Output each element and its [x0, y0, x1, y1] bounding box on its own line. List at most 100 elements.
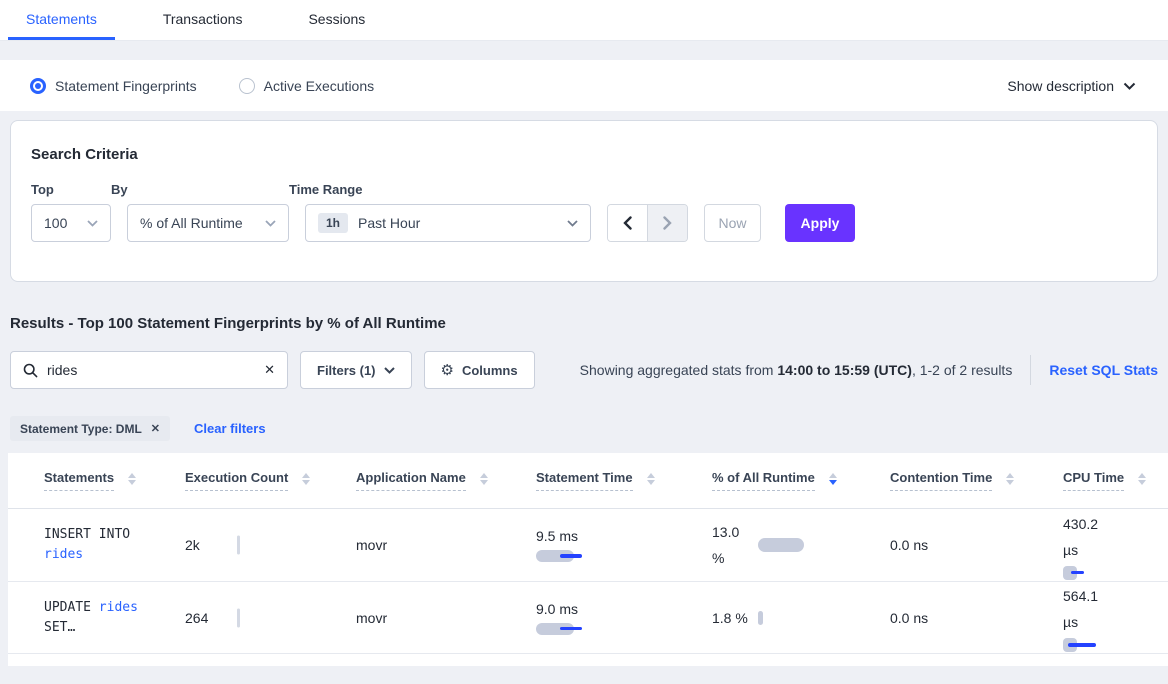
radio-label: Active Executions — [263, 77, 375, 94]
clear-filters-link[interactable]: Clear filters — [194, 421, 266, 436]
column-header-pct-all-runtime[interactable]: % of All Runtime — [712, 470, 890, 491]
time-range-value: Past Hour — [358, 215, 421, 231]
chevron-down-icon — [1123, 82, 1136, 90]
application-name-cell: movr — [356, 537, 388, 553]
table-row[interactable]: UPDATE rides SET… 264 movr 9.0 ms 1.8 % … — [8, 582, 1168, 654]
tab-statements[interactable]: Statements — [8, 0, 115, 40]
cpu-time-bar — [1063, 565, 1113, 580]
now-button[interactable]: Now — [704, 204, 761, 242]
stats-time-range: 14:00 to 15:59 (UTC) — [777, 362, 912, 378]
sort-icon[interactable] — [1006, 472, 1015, 485]
search-box[interactable]: ✕ — [10, 351, 288, 389]
table-header-row: Statements Execution Count Application N… — [8, 453, 1168, 509]
clear-search-icon[interactable]: ✕ — [264, 362, 275, 377]
radio-active-executions[interactable]: Active Executions — [238, 77, 375, 94]
remove-filter-icon[interactable]: ✕ — [150, 423, 161, 435]
sort-icon-active-desc[interactable] — [828, 472, 837, 485]
execution-count-bar — [237, 535, 240, 555]
reset-sql-stats-link[interactable]: Reset SQL Stats — [1049, 362, 1158, 378]
time-range-badge: 1h — [318, 213, 349, 233]
pct-runtime-cell: 13.0 % — [712, 519, 890, 571]
show-description-label: Show description — [1007, 77, 1114, 94]
chevron-down-icon — [567, 219, 578, 227]
pct-runtime-cell: 1.8 % — [712, 605, 890, 631]
search-criteria-panel: Search Criteria Top 100 By % of All Runt… — [10, 120, 1158, 282]
contention-time-cell: 0.0 ns — [890, 609, 929, 626]
by-select-value: % of All Runtime — [140, 215, 243, 231]
view-mode-bar: Statement Fingerprints Active Executions… — [0, 60, 1168, 111]
statement-link[interactable]: rides — [44, 547, 84, 562]
execution-count-cell: 2k — [185, 535, 356, 555]
contention-time-cell: 0.0 ns — [890, 537, 929, 553]
sort-icon[interactable] — [479, 472, 488, 485]
chevron-down-icon — [265, 219, 276, 227]
statement-time-bar — [536, 550, 596, 562]
top-label: Top — [31, 182, 54, 197]
top-tab-bar: Statements Transactions Sessions — [0, 0, 1168, 41]
filters-label: Filters (1) — [317, 362, 376, 378]
statement-time-cell: 9.0 ms — [536, 601, 712, 635]
column-header-execution-count[interactable]: Execution Count — [185, 470, 356, 491]
time-range-label: Time Range — [289, 182, 363, 197]
tab-sessions[interactable]: Sessions — [308, 10, 366, 27]
execution-count-bar — [237, 608, 240, 627]
by-field: By % of All Runtime — [111, 182, 289, 242]
radio-statement-fingerprints[interactable]: Statement Fingerprints — [30, 77, 197, 94]
statements-table: Statements Execution Count Application N… — [8, 453, 1168, 666]
column-header-statement-time[interactable]: Statement Time — [536, 470, 712, 491]
statement-time-bar — [536, 622, 596, 635]
radio-selected-icon — [30, 77, 46, 94]
filters-button[interactable]: Filters (1) — [300, 351, 412, 389]
show-description-toggle[interactable]: Show description — [1007, 78, 1136, 94]
filter-chip-label: Statement Type: DML — [20, 421, 142, 436]
top-field: Top 100 — [31, 182, 111, 242]
time-range-select[interactable]: 1h Past Hour — [305, 204, 591, 242]
column-header-statements[interactable]: Statements — [44, 470, 185, 491]
time-range-field: Time Range 1h Past Hour — [289, 182, 591, 242]
results-toolbar: ✕ Filters (1) ⚙ Columns Showing aggregat… — [10, 351, 1158, 389]
active-filters-row: Statement Type: DML ✕ Clear filters — [10, 416, 1158, 441]
time-forward-button[interactable] — [648, 205, 687, 241]
cpu-time-bar — [1063, 638, 1113, 652]
pct-runtime-bar — [758, 610, 763, 625]
column-header-application-name[interactable]: Application Name — [356, 470, 536, 491]
arrow-left-icon — [623, 216, 632, 230]
time-back-button[interactable] — [608, 205, 647, 241]
columns-label: Columns — [461, 362, 518, 378]
columns-button[interactable]: ⚙ Columns — [423, 351, 535, 389]
application-name-cell: movr — [356, 609, 388, 626]
sort-icon[interactable] — [128, 472, 137, 485]
arrow-right-icon — [663, 216, 672, 230]
by-label: By — [111, 182, 128, 197]
by-select[interactable]: % of All Runtime — [127, 204, 289, 242]
table-row[interactable]: INSERT INTO rides 2k movr 9.5 ms 13.0 % … — [8, 509, 1168, 582]
radio-unselected-icon — [238, 77, 255, 94]
cpu-time-cell: 430.2 µs — [1063, 511, 1168, 580]
statement-time-cell: 9.5 ms — [536, 528, 712, 562]
divider — [1030, 355, 1032, 385]
column-header-contention-time[interactable]: Contention Time — [890, 470, 1063, 491]
statement-fingerprint-cell: INSERT INTO rides — [44, 527, 131, 562]
top-select-value: 100 — [44, 215, 68, 231]
statement-fingerprint-cell: UPDATE rides SET… — [44, 599, 138, 635]
radio-label: Statement Fingerprints — [55, 77, 197, 94]
top-select[interactable]: 100 — [31, 204, 111, 242]
tab-transactions[interactable]: Transactions — [162, 10, 243, 27]
statement-link[interactable]: rides — [98, 599, 138, 615]
column-header-cpu-time[interactable]: CPU Time — [1063, 470, 1168, 491]
chevron-down-icon — [383, 366, 395, 374]
filter-chip-statement-type[interactable]: Statement Type: DML ✕ — [10, 416, 171, 441]
search-input[interactable] — [47, 362, 265, 378]
sort-icon[interactable] — [1138, 472, 1147, 485]
sort-icon[interactable] — [646, 472, 655, 485]
sort-icon[interactable] — [302, 472, 311, 485]
search-criteria-title: Search Criteria — [31, 146, 138, 163]
chevron-down-icon — [87, 219, 98, 227]
time-pager — [607, 204, 688, 242]
apply-button[interactable]: Apply — [785, 204, 855, 242]
aggregated-stats-text: Showing aggregated stats from 14:00 to 1… — [579, 362, 1013, 378]
gear-icon: ⚙ — [440, 362, 454, 379]
results-heading: Results - Top 100 Statement Fingerprints… — [10, 315, 446, 332]
search-icon — [23, 363, 38, 377]
cpu-time-cell: 564.1 µs — [1063, 583, 1168, 652]
